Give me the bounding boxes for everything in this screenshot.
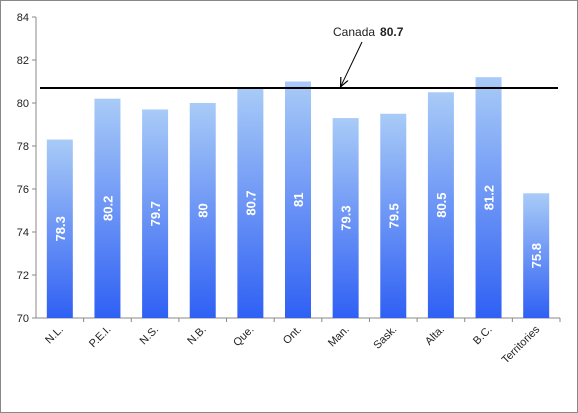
bar (46, 139, 73, 318)
y-tick-label: 78 (17, 141, 29, 153)
bar (380, 113, 407, 318)
data-label: 80 (196, 203, 211, 217)
bar (475, 77, 502, 318)
bar (285, 81, 311, 318)
bar (427, 92, 454, 318)
data-label: 79.3 (339, 205, 354, 230)
y-tick-label: 70 (17, 313, 29, 325)
reference-value: 80.7 (380, 25, 404, 39)
data-label: 78.3 (53, 216, 68, 241)
data-label: 80.5 (434, 192, 449, 217)
bar (94, 98, 121, 318)
data-label: 75.8 (529, 243, 544, 268)
y-tick-label: 76 (17, 184, 29, 196)
data-label: 80.2 (100, 196, 115, 221)
data-label: 80.7 (243, 190, 258, 215)
bar (332, 118, 359, 318)
bar (142, 109, 169, 318)
data-label: 79.5 (386, 203, 401, 228)
y-tick-label: 72 (17, 270, 29, 282)
bar (189, 103, 216, 318)
data-label: 81 (291, 193, 306, 207)
y-tick-label: 84 (17, 12, 29, 24)
bar (237, 87, 264, 318)
y-tick-label: 80 (17, 98, 29, 110)
y-tick-label: 82 (17, 55, 29, 67)
data-label: 79.7 (148, 201, 163, 226)
data-label: 81.2 (482, 185, 497, 210)
reference-arrow (341, 41, 363, 86)
y-tick-label: 74 (17, 227, 29, 239)
reference-name: Canada (333, 25, 375, 39)
reference-label: Canada 80.7 (333, 25, 404, 39)
bar (523, 193, 550, 318)
